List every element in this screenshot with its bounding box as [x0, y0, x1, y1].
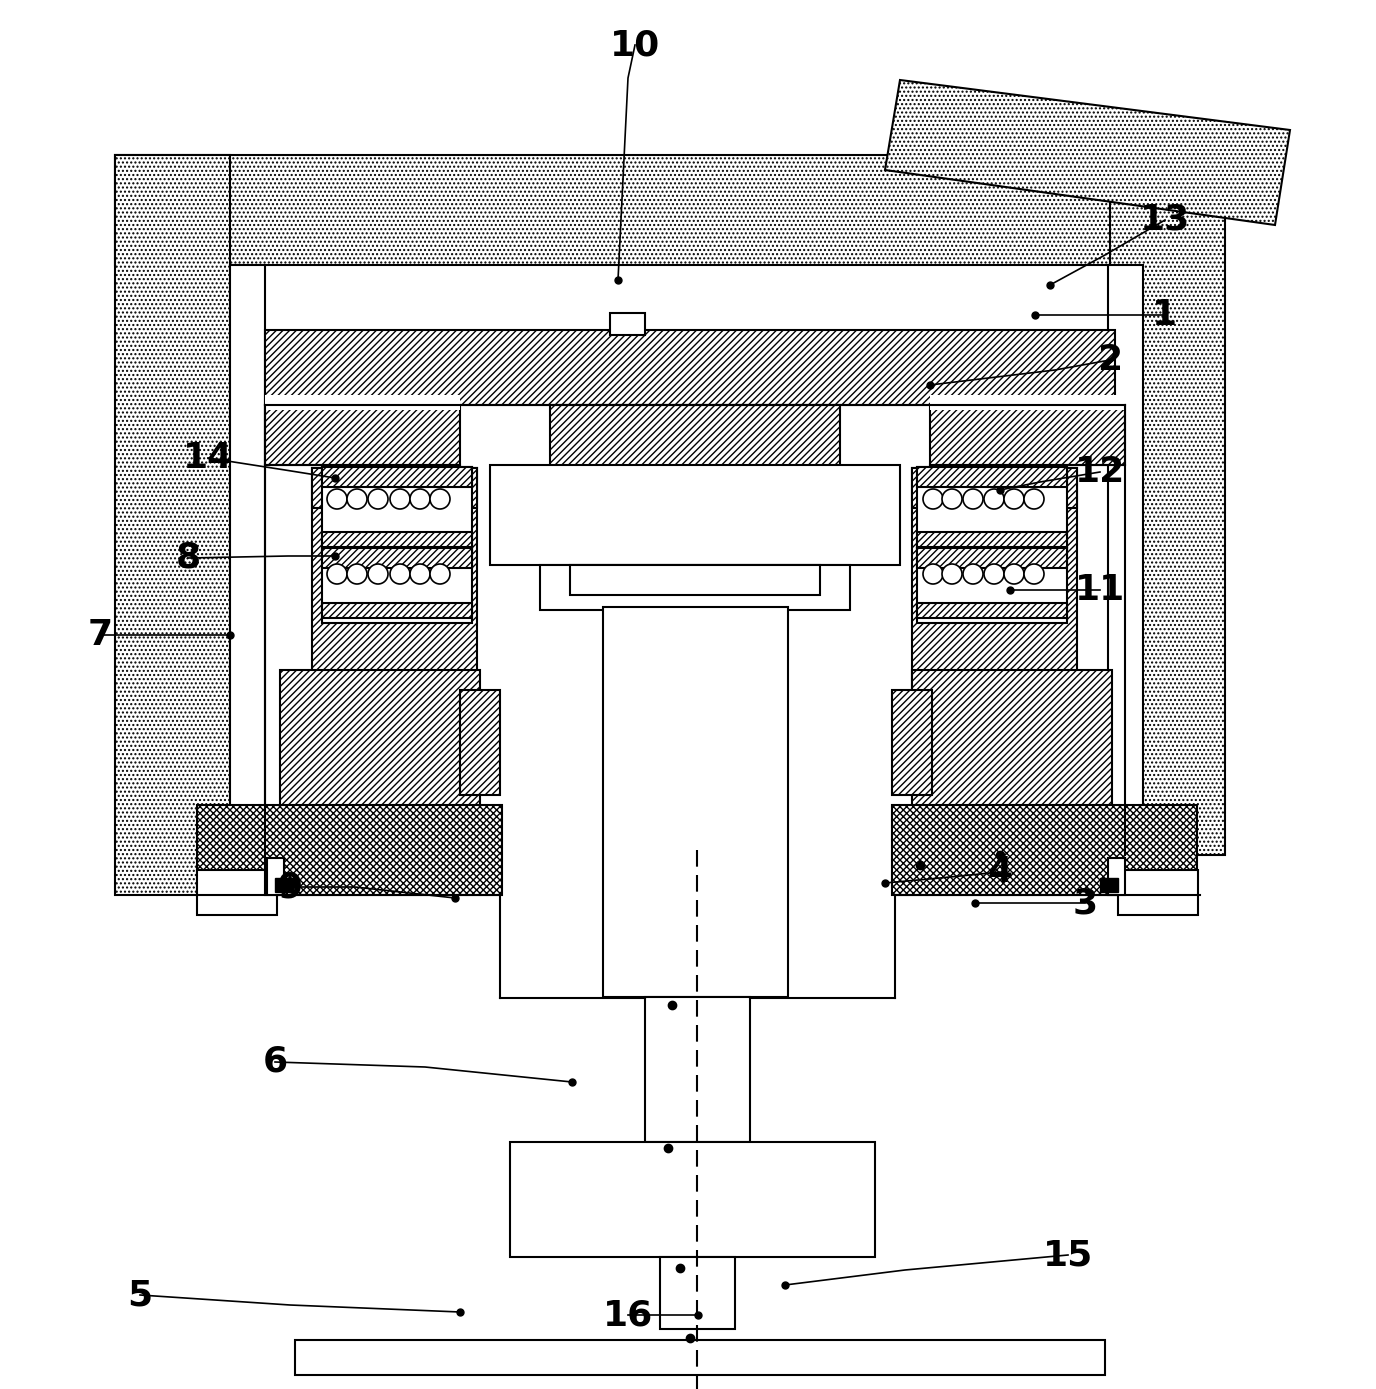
- Circle shape: [1024, 489, 1044, 508]
- Bar: [916, 549, 1066, 624]
- Text: 9: 9: [278, 870, 303, 904]
- Circle shape: [923, 489, 943, 508]
- Text: 14: 14: [183, 440, 233, 475]
- Bar: [916, 603, 1066, 618]
- Bar: [570, 565, 820, 594]
- Bar: [892, 806, 1197, 895]
- Circle shape: [429, 489, 450, 508]
- Bar: [116, 156, 230, 895]
- Bar: [510, 1142, 875, 1257]
- Text: 15: 15: [1043, 1238, 1093, 1272]
- Circle shape: [943, 564, 962, 583]
- Bar: [892, 690, 932, 795]
- Bar: [603, 607, 788, 997]
- Circle shape: [1004, 564, 1024, 583]
- Bar: [1108, 858, 1126, 895]
- Circle shape: [923, 564, 943, 583]
- Bar: [275, 878, 293, 892]
- Bar: [267, 858, 283, 895]
- Bar: [322, 549, 472, 624]
- Circle shape: [984, 489, 1004, 508]
- Circle shape: [389, 489, 410, 508]
- Bar: [460, 690, 499, 795]
- Bar: [1099, 878, 1117, 892]
- Bar: [266, 394, 460, 410]
- Circle shape: [327, 564, 347, 583]
- Text: 12: 12: [1075, 456, 1126, 489]
- Bar: [279, 669, 480, 815]
- Bar: [916, 467, 1066, 488]
- Bar: [912, 468, 1077, 708]
- Bar: [916, 532, 1066, 547]
- Circle shape: [389, 564, 410, 583]
- Circle shape: [327, 489, 347, 508]
- Bar: [266, 406, 460, 465]
- Bar: [1110, 156, 1225, 856]
- Bar: [322, 549, 472, 568]
- Circle shape: [1024, 564, 1044, 583]
- Text: 11: 11: [1075, 574, 1126, 607]
- Bar: [916, 467, 1066, 551]
- Bar: [1108, 265, 1143, 856]
- Bar: [912, 669, 1112, 815]
- Circle shape: [984, 564, 1004, 583]
- Circle shape: [367, 564, 388, 583]
- Bar: [930, 394, 1126, 410]
- Circle shape: [963, 489, 982, 508]
- Circle shape: [963, 564, 982, 583]
- Circle shape: [367, 489, 388, 508]
- Bar: [197, 806, 502, 895]
- Bar: [645, 997, 750, 1142]
- Bar: [312, 468, 477, 708]
- Circle shape: [410, 489, 429, 508]
- Bar: [916, 549, 1066, 568]
- Polygon shape: [885, 81, 1291, 225]
- Bar: [197, 870, 277, 915]
- Text: 16: 16: [603, 1297, 654, 1332]
- Text: 7: 7: [88, 618, 113, 651]
- Circle shape: [943, 489, 962, 508]
- Bar: [230, 265, 266, 895]
- Circle shape: [429, 564, 450, 583]
- Bar: [294, 1340, 1105, 1375]
- Text: 5: 5: [128, 1278, 153, 1313]
- Circle shape: [410, 564, 429, 583]
- Bar: [550, 406, 839, 481]
- Bar: [322, 467, 472, 551]
- Text: 13: 13: [1139, 203, 1190, 238]
- Bar: [912, 468, 1077, 508]
- Bar: [312, 468, 477, 508]
- Bar: [930, 406, 1126, 465]
- Text: 8: 8: [175, 540, 201, 575]
- Circle shape: [347, 564, 367, 583]
- Bar: [322, 603, 472, 618]
- Text: 3: 3: [1072, 886, 1098, 920]
- Bar: [539, 565, 850, 610]
- Text: 6: 6: [263, 1045, 288, 1079]
- Circle shape: [347, 489, 367, 508]
- Text: 4: 4: [988, 856, 1013, 889]
- Text: 1: 1: [1153, 299, 1178, 332]
- Bar: [1117, 870, 1198, 915]
- Text: 10: 10: [610, 28, 660, 63]
- Bar: [610, 313, 645, 335]
- Bar: [660, 1257, 735, 1329]
- Bar: [322, 532, 472, 547]
- Bar: [322, 467, 472, 488]
- Circle shape: [1004, 489, 1024, 508]
- Bar: [266, 331, 1115, 406]
- Bar: [116, 156, 1126, 265]
- Text: 2: 2: [1098, 343, 1123, 376]
- Bar: [490, 465, 900, 565]
